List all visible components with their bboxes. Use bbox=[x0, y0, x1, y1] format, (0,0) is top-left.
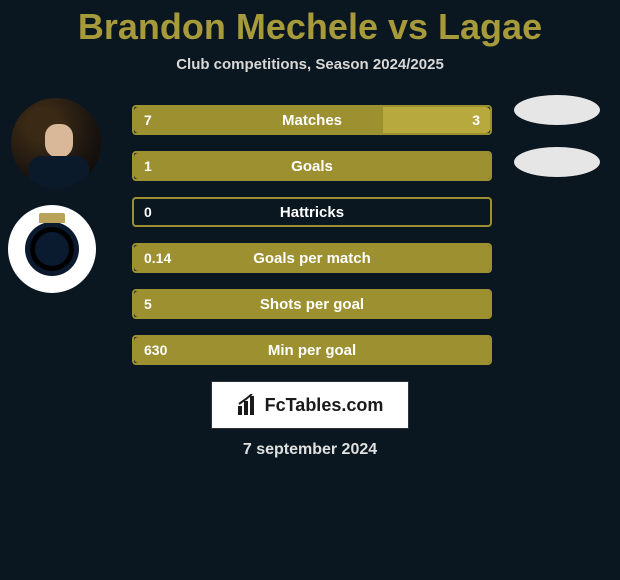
right-player-column bbox=[514, 95, 600, 199]
player1-club-logo bbox=[8, 205, 96, 293]
stat-bar-row: 5Shots per goal bbox=[132, 289, 492, 319]
title-player2: Lagae bbox=[438, 6, 542, 47]
date-line: 7 september 2024 bbox=[0, 441, 620, 459]
stat-bar-row: 0Hattricks bbox=[132, 197, 492, 227]
stat-label: Shots per goal bbox=[134, 296, 490, 313]
stat-bar-row: 0.14Goals per match bbox=[132, 243, 492, 273]
stat-bars: 73Matches 1Goals 0Hattricks 0.14Goals per m… bbox=[132, 95, 492, 365]
chart-icon bbox=[237, 394, 259, 416]
stat-label: Matches bbox=[134, 112, 490, 129]
player2-avatar-placeholder bbox=[514, 95, 600, 125]
left-player-column bbox=[8, 95, 104, 293]
stat-bar-row: 1Goals bbox=[132, 151, 492, 181]
stat-label: Goals per match bbox=[134, 250, 490, 267]
player1-avatar bbox=[8, 95, 104, 191]
stat-label: Goals bbox=[134, 158, 490, 175]
title-vs: vs bbox=[388, 6, 428, 47]
stat-bar-row: 73Matches bbox=[132, 105, 492, 135]
stat-label: Hattricks bbox=[134, 204, 490, 221]
page-title: Brandon Mechele vs Lagae bbox=[0, 6, 620, 48]
comparison-area: 73Matches 1Goals 0Hattricks 0.14Goals per m… bbox=[0, 95, 620, 365]
title-player1: Brandon Mechele bbox=[78, 6, 378, 47]
player2-club-placeholder bbox=[514, 147, 600, 177]
stat-label: Min per goal bbox=[134, 342, 490, 359]
subtitle: Club competitions, Season 2024/2025 bbox=[0, 56, 620, 73]
stat-bar-row: 630Min per goal bbox=[132, 335, 492, 365]
brand-text: FcTables.com bbox=[265, 395, 384, 416]
brand-badge: FcTables.com bbox=[211, 381, 409, 429]
